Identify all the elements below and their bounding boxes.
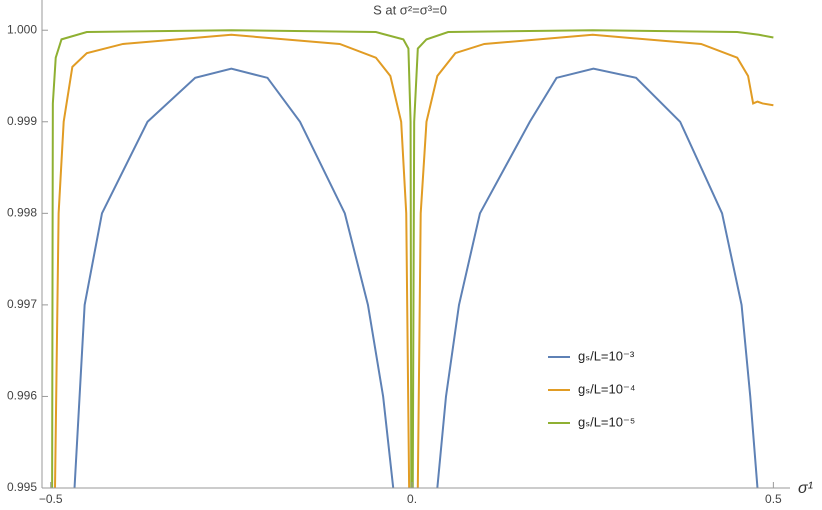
series-line	[73, 67, 759, 488]
y-tick-label: 0.996	[7, 389, 37, 403]
x-axis-label: σ¹	[798, 480, 813, 497]
y-tick-label: 1.000	[7, 22, 37, 36]
y-tick-label: 0.995	[7, 480, 37, 494]
legend-label: gₛ/L=10⁻⁵	[578, 414, 635, 429]
legend-label: gₛ/L=10⁻³	[578, 348, 635, 363]
y-tick-label: 0.997	[7, 297, 37, 311]
x-tick-label: 0.5	[765, 492, 782, 506]
legend-label: gₛ/L=10⁻⁴	[578, 381, 635, 396]
y-tick-label: 0.999	[7, 114, 37, 128]
plot-area	[51, 29, 774, 488]
x-tick-label: 0.	[407, 492, 417, 506]
series-line	[54, 33, 774, 488]
chart-title: S at σ²=σ³=0	[373, 2, 447, 17]
y-tick-label: 0.998	[7, 206, 37, 220]
series-line	[51, 29, 774, 488]
x-tick-label: −0.5	[39, 492, 63, 506]
